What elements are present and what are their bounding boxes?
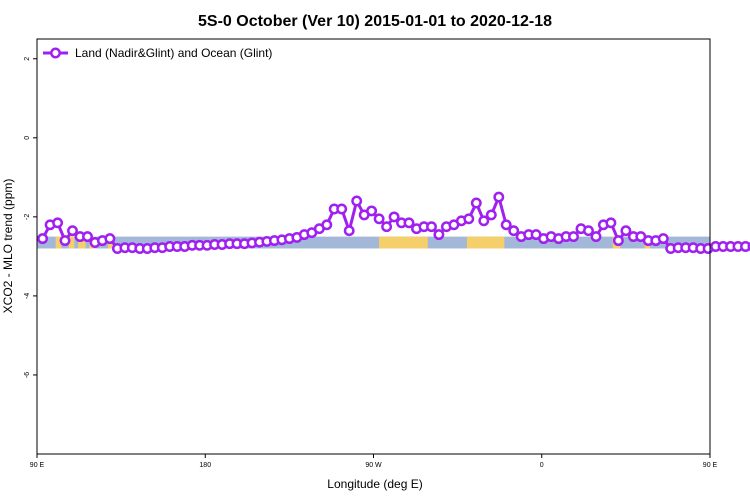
land-segment bbox=[78, 236, 86, 249]
plot-area bbox=[37, 191, 750, 254]
data-point bbox=[373, 213, 385, 225]
data-point bbox=[508, 225, 520, 237]
data-point bbox=[470, 197, 482, 209]
data-point bbox=[343, 225, 355, 237]
y-axis: 2 0 -2 -4 -6 bbox=[24, 57, 37, 378]
land-segment bbox=[68, 236, 75, 249]
y-axis-label: XCO2 - MLO trend (ppm) bbox=[1, 179, 15, 314]
legend-label: Land (Nadir&Glint) and Ocean (Glint) bbox=[75, 46, 272, 60]
data-point bbox=[37, 233, 49, 245]
data-point bbox=[620, 225, 632, 237]
data-point bbox=[381, 221, 393, 233]
x-tick-label: 90 E bbox=[703, 462, 718, 469]
legend: Land (Nadir&Glint) and Ocean (Glint) bbox=[43, 46, 272, 60]
data-point bbox=[403, 217, 415, 229]
legend-marker-swatch bbox=[50, 47, 61, 59]
data-point bbox=[67, 225, 78, 237]
land-segment bbox=[379, 236, 428, 249]
data-point bbox=[493, 191, 505, 203]
x-axis: 90 E 180 90 W 0 90 E bbox=[30, 454, 718, 469]
data-point bbox=[336, 203, 348, 215]
x-axis-label: Longitude (deg E) bbox=[327, 477, 422, 491]
y-tick-label: 2 bbox=[24, 57, 31, 61]
data-point bbox=[351, 195, 363, 207]
data-point bbox=[82, 231, 93, 243]
data-point bbox=[321, 219, 333, 231]
data-point bbox=[433, 229, 445, 241]
x-tick-label: 90 E bbox=[30, 462, 45, 469]
land-segment bbox=[466, 236, 505, 249]
ocean-band bbox=[37, 236, 710, 249]
chart-title: 5S-0 October (Ver 10) 2015-01-01 to 2020… bbox=[198, 13, 552, 30]
data-point bbox=[388, 211, 400, 223]
y-tick-label: 0 bbox=[24, 136, 31, 140]
x-tick-label: 90 W bbox=[365, 462, 382, 469]
data-point bbox=[500, 219, 512, 231]
data-point bbox=[366, 205, 378, 217]
data-point bbox=[612, 235, 624, 247]
x-tick-label: 0 bbox=[540, 462, 544, 469]
data-point bbox=[59, 235, 71, 247]
data-point bbox=[605, 217, 617, 229]
data-point bbox=[590, 231, 602, 243]
data-point bbox=[583, 225, 594, 237]
y-tick-label: -6 bbox=[24, 372, 31, 378]
data-point bbox=[657, 233, 669, 245]
data-point bbox=[52, 217, 64, 229]
data-point bbox=[426, 221, 437, 233]
data-point bbox=[485, 209, 497, 221]
data-point bbox=[568, 231, 579, 243]
data-point bbox=[104, 233, 116, 245]
y-tick-label: -4 bbox=[24, 293, 31, 299]
x-tick-label: 180 bbox=[199, 462, 211, 469]
land-segment bbox=[55, 236, 62, 249]
data-point bbox=[478, 215, 490, 227]
y-tick-label: -2 bbox=[24, 214, 31, 220]
data-point bbox=[463, 213, 475, 225]
